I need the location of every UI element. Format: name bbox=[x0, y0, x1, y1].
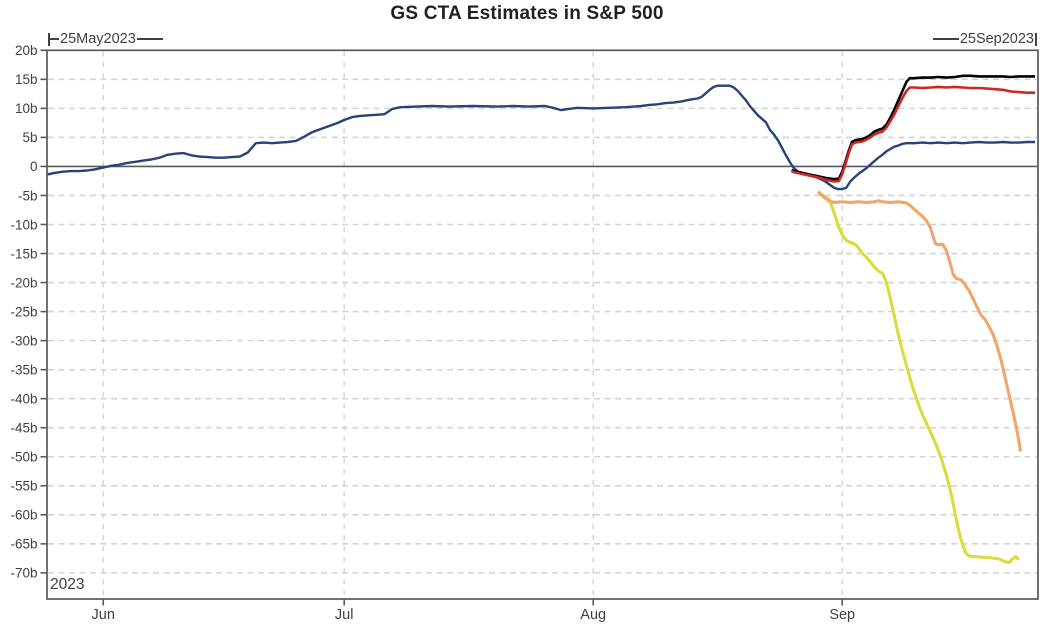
y-tick-label: -25b bbox=[10, 304, 37, 319]
y-tick-label: -30b bbox=[10, 333, 37, 348]
y-tick-label: 15b bbox=[15, 72, 38, 87]
range-end-annotation: 25Sep2023 bbox=[932, 31, 1037, 47]
y-tick-label: -65b bbox=[10, 537, 37, 552]
y-tick-label: 10b bbox=[15, 101, 38, 116]
range-start-annotation: 25May2023 bbox=[48, 31, 163, 47]
x-tick-label: Aug bbox=[580, 607, 606, 623]
x-axis-labels: Jun Jul Aug Sep bbox=[92, 599, 855, 623]
series-orange-line bbox=[817, 190, 1023, 452]
y-tick-label: -40b bbox=[10, 391, 37, 406]
x-tick-label: Sep bbox=[829, 607, 855, 623]
y-tick-label: -35b bbox=[10, 362, 37, 377]
range-start-tick bbox=[48, 32, 50, 46]
x-tick-label: Jul bbox=[335, 607, 354, 623]
horizontal-gridlines bbox=[48, 78, 1037, 574]
y-tick-label: 5b bbox=[22, 130, 37, 145]
y-tick-label: -15b bbox=[10, 246, 37, 261]
y-tick-label: -5b bbox=[18, 188, 38, 203]
year-label: 2023 bbox=[50, 576, 85, 593]
range-start-dash-long bbox=[136, 38, 163, 40]
y-tick-label: 20b bbox=[15, 43, 38, 58]
y-tick-label: -55b bbox=[10, 479, 37, 494]
y-axis-labels: 20b 15b 10b 5b 0 -5b -10b -15b -20b -25b -30b -35b -… bbox=[10, 43, 47, 581]
y-tick-label: -45b bbox=[10, 421, 37, 436]
series-yellow-line bbox=[817, 190, 1020, 564]
y-tick-label: -60b bbox=[10, 508, 37, 523]
series-lines bbox=[46, 74, 1035, 564]
y-tick-label: -50b bbox=[10, 450, 37, 465]
series-red-line bbox=[791, 85, 1035, 183]
y-tick-label: 0 bbox=[30, 159, 38, 174]
series-navy-line bbox=[46, 84, 1035, 191]
y-tick-label: -20b bbox=[10, 275, 37, 290]
range-end-tick bbox=[1035, 32, 1037, 46]
range-end-label: 25Sep2023 bbox=[959, 31, 1034, 47]
plot-frame bbox=[46, 49, 1039, 600]
range-start-dash bbox=[50, 38, 59, 40]
vertical-gridlines bbox=[102, 51, 843, 598]
x-tick-label: Jun bbox=[92, 607, 115, 623]
y-tick-label: -10b bbox=[10, 217, 37, 232]
range-start-label: 25May2023 bbox=[60, 31, 136, 47]
range-end-dash-long bbox=[932, 38, 959, 40]
series-black-line bbox=[791, 74, 1035, 181]
y-tick-label: -70b bbox=[10, 566, 37, 581]
chart-title: GS CTA Estimates in S&P 500 bbox=[390, 3, 664, 24]
